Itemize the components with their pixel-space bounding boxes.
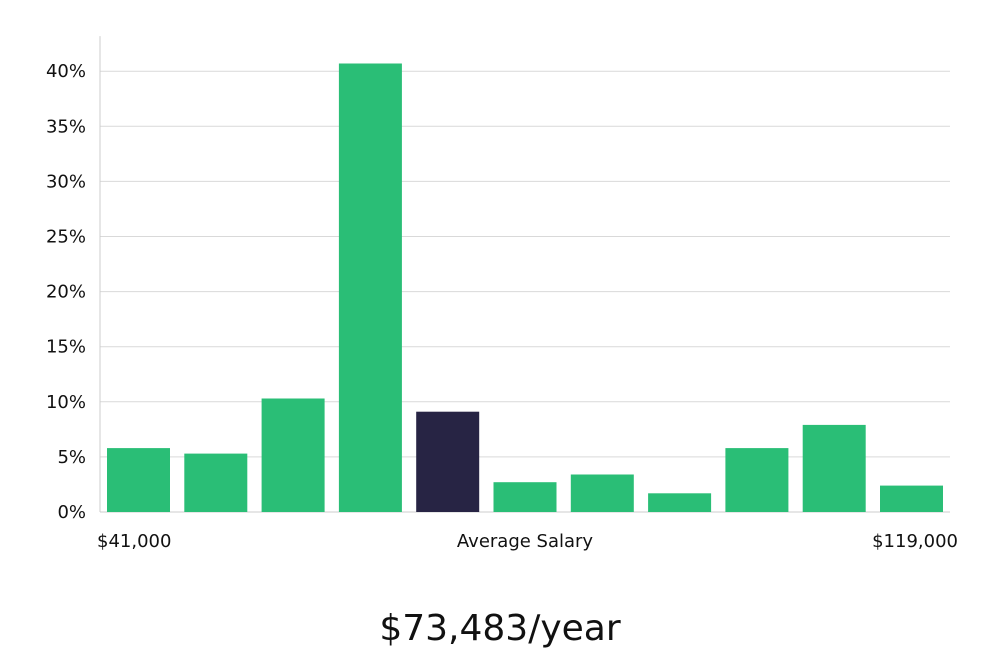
y-tick-label: 5%: [57, 447, 86, 468]
y-tick-label: 15%: [46, 337, 86, 358]
bar: [725, 448, 789, 512]
bar: [184, 453, 248, 512]
y-tick-label: 20%: [46, 282, 86, 303]
bar: [880, 485, 943, 512]
y-tick-label: 0%: [57, 502, 86, 523]
y-tick-label: 30%: [46, 171, 86, 192]
bar: [493, 482, 557, 512]
y-tick-label: 10%: [46, 392, 86, 413]
x-axis-label: Average Salary: [457, 531, 594, 552]
bar: [570, 474, 634, 512]
bar: [261, 398, 325, 512]
bars: [107, 63, 943, 512]
bar: [648, 493, 712, 512]
bar: [338, 63, 402, 512]
bar: [802, 424, 866, 512]
y-tick-labels: 0% 5% 10% 15% 20% 25% 30% 35% 40%: [46, 61, 86, 523]
y-tick-label: 25%: [46, 227, 86, 248]
bar: [107, 448, 170, 512]
y-tick-label: 40%: [46, 61, 86, 82]
x-start-label: $41,000: [97, 531, 171, 552]
bar-highlighted: [416, 411, 480, 512]
x-end-label: $119,000: [872, 531, 958, 552]
average-salary-value: $73,483/year: [379, 608, 621, 649]
y-tick-label: 35%: [46, 116, 86, 137]
